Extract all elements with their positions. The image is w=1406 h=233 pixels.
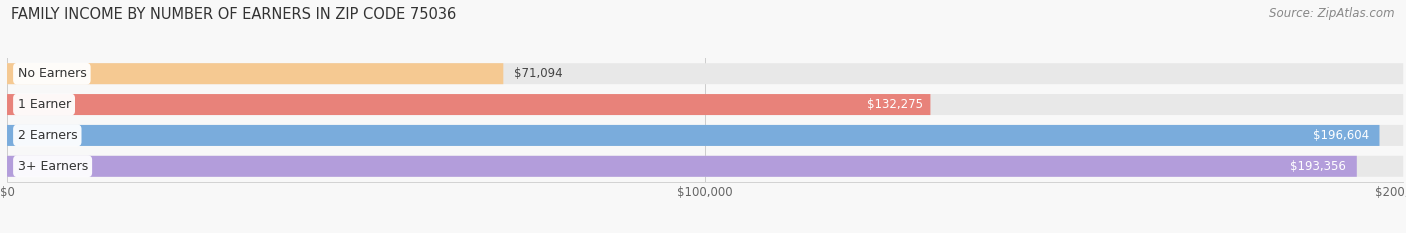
FancyBboxPatch shape [7, 156, 1403, 177]
FancyBboxPatch shape [7, 156, 1357, 177]
FancyBboxPatch shape [7, 94, 1403, 115]
Text: No Earners: No Earners [17, 67, 86, 80]
Text: $196,604: $196,604 [1313, 129, 1369, 142]
FancyBboxPatch shape [7, 63, 503, 84]
FancyBboxPatch shape [7, 125, 1379, 146]
Text: Source: ZipAtlas.com: Source: ZipAtlas.com [1270, 7, 1395, 20]
Text: 1 Earner: 1 Earner [17, 98, 70, 111]
Text: FAMILY INCOME BY NUMBER OF EARNERS IN ZIP CODE 75036: FAMILY INCOME BY NUMBER OF EARNERS IN ZI… [11, 7, 457, 22]
Text: $193,356: $193,356 [1291, 160, 1347, 173]
Text: 3+ Earners: 3+ Earners [17, 160, 87, 173]
Text: $71,094: $71,094 [513, 67, 562, 80]
FancyBboxPatch shape [7, 63, 1403, 84]
FancyBboxPatch shape [7, 125, 1403, 146]
FancyBboxPatch shape [7, 94, 931, 115]
Text: $132,275: $132,275 [868, 98, 924, 111]
Text: 2 Earners: 2 Earners [17, 129, 77, 142]
